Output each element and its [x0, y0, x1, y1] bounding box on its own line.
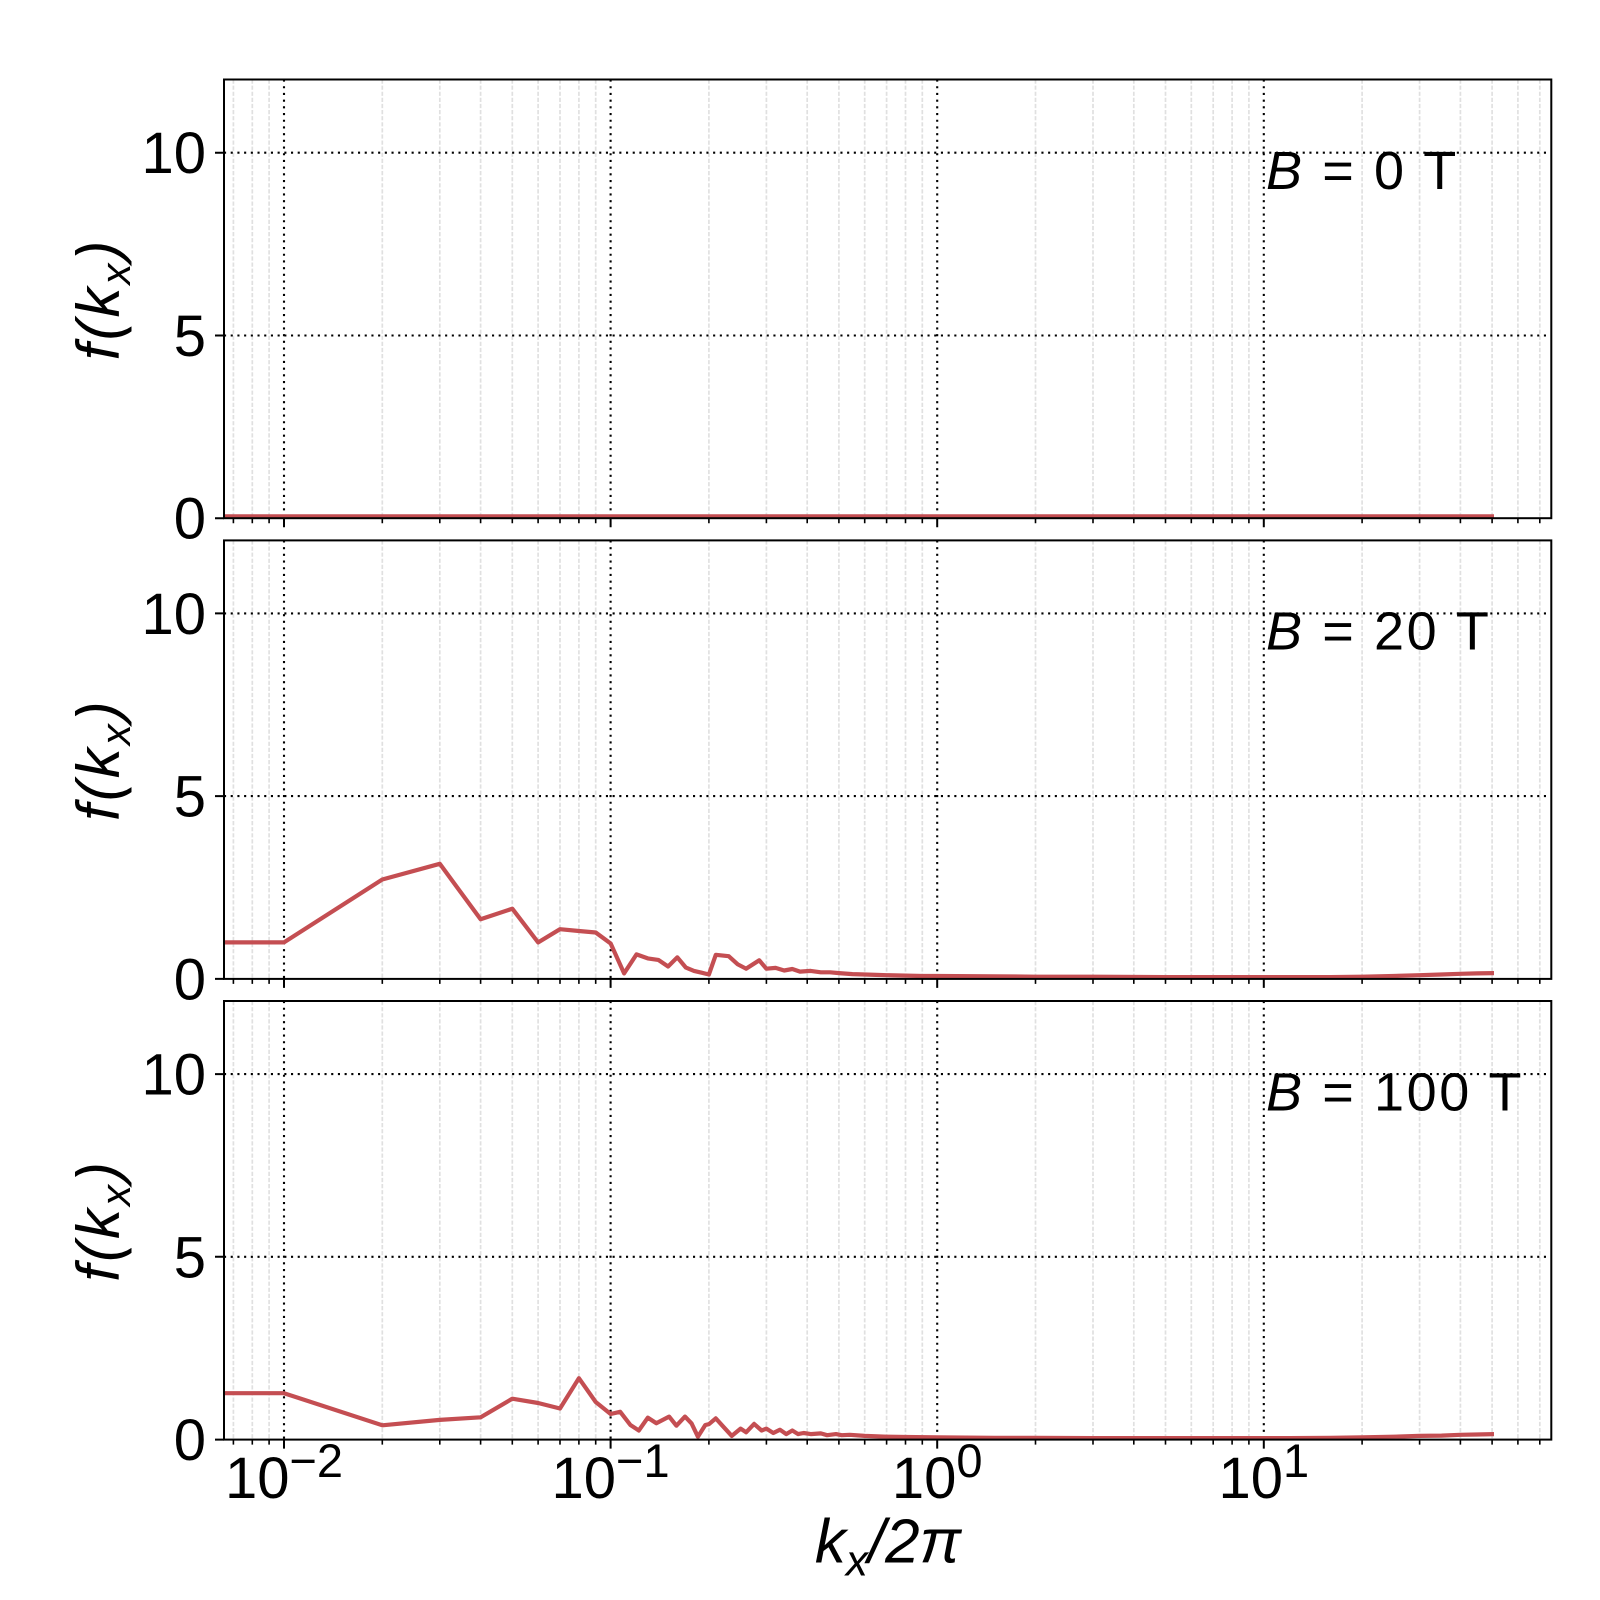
svg-text:0: 0: [174, 1408, 206, 1473]
svg-text:f(kx): f(kx): [65, 238, 139, 361]
svg-text:B = 0 T: B = 0 T: [1266, 141, 1459, 201]
svg-text:10: 10: [141, 121, 206, 186]
svg-text:f(kx): f(kx): [65, 1159, 139, 1282]
svg-text:B = 100 T: B = 100 T: [1266, 1062, 1524, 1122]
svg-text:0: 0: [174, 947, 206, 1012]
svg-text:kx/2π: kx/2π: [815, 1508, 963, 1586]
svg-text:5: 5: [174, 1225, 206, 1290]
svg-text:10−2: 10−2: [225, 1434, 343, 1511]
svg-text:0: 0: [174, 487, 206, 552]
svg-text:10: 10: [141, 582, 206, 647]
svg-text:10: 10: [141, 1043, 206, 1108]
svg-text:5: 5: [174, 765, 206, 830]
svg-text:B = 20 T: B = 20 T: [1266, 602, 1491, 662]
svg-text:f(kx): f(kx): [65, 698, 139, 821]
svg-text:5: 5: [174, 304, 206, 369]
